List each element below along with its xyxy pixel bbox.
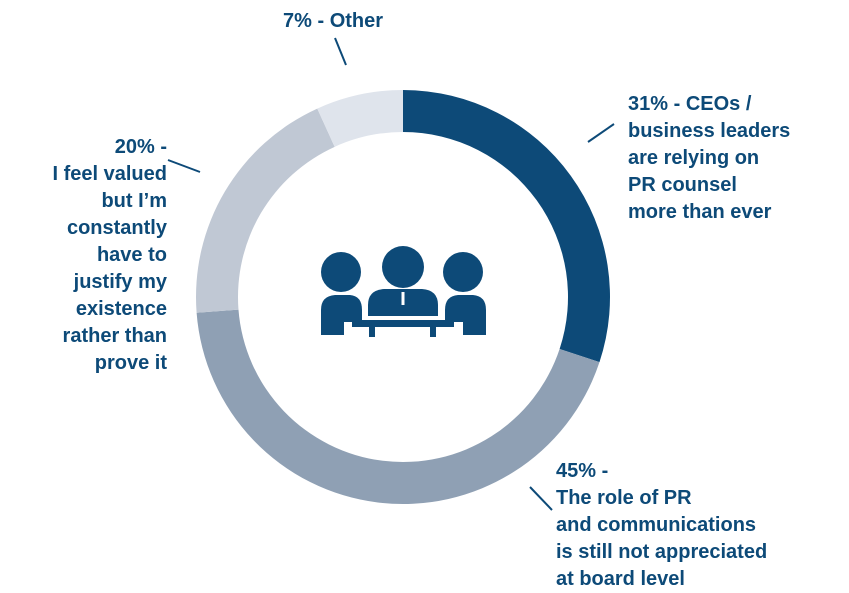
slice-label: 31% - CEOs / business leaders are relyin… (628, 91, 790, 226)
category-label: I feel valued but I’m constantly have to… (52, 163, 168, 374)
leader-line (334, 37, 347, 66)
slice-label: 7% - Other (283, 8, 383, 35)
leader-line (587, 123, 615, 143)
category-label: Other (329, 10, 384, 32)
slice-label: 45% - The role of PR and communications i… (556, 458, 767, 593)
donut-slice (196, 309, 600, 505)
value-label: 7% - (283, 10, 325, 32)
leader-line (529, 486, 553, 511)
donut-slice (317, 90, 403, 147)
value-label: 31% - (628, 93, 681, 115)
category-label: The role of PR and communications is sti… (556, 487, 768, 590)
donut-slice (196, 108, 335, 313)
value-label: 45% - (556, 460, 609, 482)
leader-line (167, 159, 201, 173)
slices (196, 90, 610, 505)
donut-slice (403, 90, 610, 363)
meeting-icon (321, 246, 486, 337)
slice-label: 20% - I feel valued but I’m constantly ha… (53, 134, 168, 377)
value-label: 20% - (114, 136, 167, 158)
category-label: CEOs / business leaders are relying on P… (628, 93, 791, 223)
